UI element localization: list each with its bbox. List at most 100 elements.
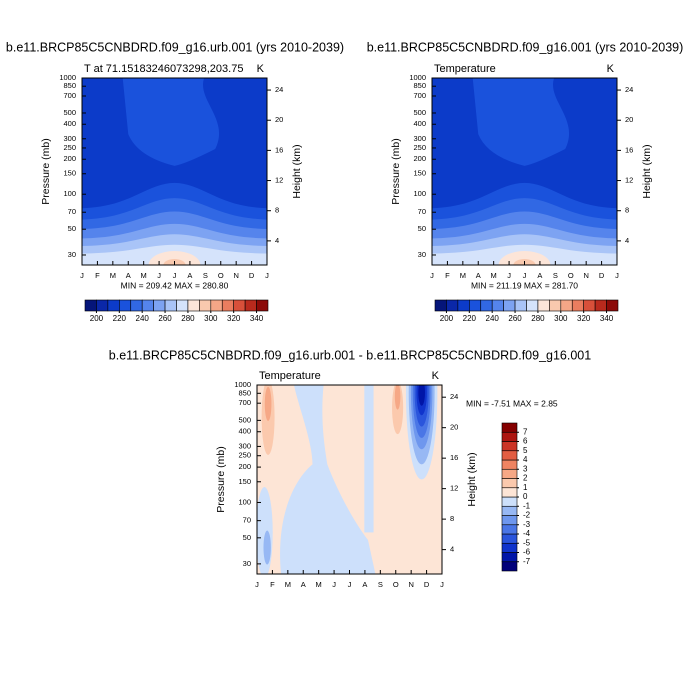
y2-tick-label: 20	[275, 115, 283, 124]
x-tick-label: F	[445, 271, 450, 280]
panel-title: b.e11.BRCP85C5CNBDRD.f09_g16.urb.001 (yr…	[6, 40, 344, 54]
y-tick-label: 300	[413, 134, 426, 143]
colorbar-label: -7	[523, 557, 531, 566]
x-tick-label: O	[568, 271, 574, 280]
stats: MIN = 209.42 MAX = 280.80	[121, 280, 229, 290]
colorbar-box	[606, 299, 619, 312]
y-tick-label: 400	[413, 119, 426, 128]
colorbar-box	[256, 299, 269, 312]
x-tick-label: M	[285, 580, 291, 589]
contour-fill	[418, 385, 425, 406]
contour-fill	[263, 530, 271, 565]
y2-tick-label: 24	[450, 392, 458, 401]
y-tick-label: 50	[418, 224, 426, 233]
y2-tick-label: 4	[625, 236, 629, 245]
y-tick-label: 850	[238, 388, 251, 397]
colorbar-label: 1	[523, 483, 528, 492]
y-tick-label: 70	[243, 516, 251, 525]
x-tick-label: A	[537, 271, 542, 280]
colorbar-box	[501, 431, 518, 442]
panel-subtitle: Temperature	[434, 63, 496, 75]
y-axis-label: Pressure (mb)	[390, 138, 402, 205]
colorbar-label: 5	[523, 446, 528, 455]
colorbar-label: 0	[523, 492, 528, 501]
colorbar-box	[480, 299, 493, 312]
x-tick-label: D	[249, 271, 255, 280]
y2-tick-label: 24	[625, 85, 633, 94]
colorbar-box	[501, 459, 518, 470]
stats: MIN = 211.19 MAX = 281.70	[471, 280, 578, 290]
colorbar-label: 220	[113, 314, 127, 323]
colorbar-label: -3	[523, 520, 531, 529]
panel-title: b.e11.BRCP85C5CNBDRD.f09_g16.001 (yrs 20…	[367, 40, 684, 54]
y2-axis-label: Height (km)	[466, 452, 478, 506]
y-tick-label: 700	[238, 398, 251, 407]
contour-field	[432, 78, 617, 265]
contour-fill	[148, 251, 201, 265]
x-tick-label: A	[476, 271, 481, 280]
contour-fill	[280, 385, 376, 574]
colorbar-box	[130, 299, 143, 312]
colorbar-label: 3	[523, 464, 528, 473]
contour-fill	[394, 385, 401, 410]
colorbar-box	[244, 299, 257, 312]
colorbar-box	[107, 299, 120, 312]
colorbar-box	[501, 552, 518, 563]
y2-tick-label: 12	[450, 484, 458, 493]
y-tick-label: 150	[413, 169, 426, 178]
y-tick-label: 100	[63, 189, 76, 198]
colorbar-box	[176, 299, 189, 312]
y2-tick-label: 24	[275, 85, 283, 94]
y-tick-label: 50	[68, 224, 76, 233]
colorbar-label: -2	[523, 511, 531, 520]
contour-fill	[122, 78, 220, 166]
colorbar-label: 240	[136, 314, 150, 323]
y-tick-label: 100	[413, 189, 426, 198]
colorbar-box	[141, 299, 154, 312]
colorbar-box	[187, 299, 200, 312]
colorbar-box	[119, 299, 132, 312]
x-tick-label: D	[599, 271, 605, 280]
y-tick-label: 300	[238, 441, 251, 450]
colorbar-box	[560, 299, 573, 312]
units-label: K	[257, 63, 265, 75]
colorbar-box	[501, 542, 518, 553]
colorbar-label: 240	[486, 314, 500, 323]
y2-tick-label: 16	[275, 145, 283, 154]
x-tick-label: F	[270, 580, 275, 589]
colorbar-label: 2	[523, 474, 528, 483]
colorbar-box	[501, 441, 518, 452]
contour-fill	[498, 251, 551, 265]
x-tick-label: J	[615, 271, 619, 280]
colorbar-label: -5	[523, 538, 531, 547]
y-tick-label: 1000	[409, 73, 426, 82]
y2-tick-label: 12	[275, 176, 283, 185]
colorbar-label: 260	[508, 314, 522, 323]
y-tick-label: 700	[413, 91, 426, 100]
y-tick-label: 500	[238, 415, 251, 424]
x-tick-label: J	[332, 580, 336, 589]
colorbar-label: 6	[523, 437, 528, 446]
y2-tick-label: 4	[450, 545, 454, 554]
colorbar-box	[549, 299, 562, 312]
panel-title: b.e11.BRCP85C5CNBDRD.f09_g16.urb.001 - b…	[109, 348, 591, 362]
x-tick-label: N	[408, 580, 413, 589]
colorbar-box	[501, 468, 518, 479]
colorbar-label: -4	[523, 529, 531, 538]
colorbar-box	[446, 299, 459, 312]
y-tick-label: 30	[243, 559, 251, 568]
colorbar-label: 300	[554, 314, 568, 323]
colorbar-box	[434, 299, 447, 312]
colorbar-box	[501, 533, 518, 544]
x-tick-label: N	[583, 271, 588, 280]
y-axis-label: Pressure (mb)	[215, 446, 227, 513]
y-tick-label: 400	[63, 119, 76, 128]
x-tick-label: M	[316, 580, 322, 589]
colorbar-label: 7	[523, 427, 528, 436]
y-tick-label: 850	[413, 81, 426, 90]
x-tick-label: J	[523, 271, 527, 280]
y-tick-label: 30	[68, 250, 76, 259]
contour-field	[257, 385, 442, 574]
